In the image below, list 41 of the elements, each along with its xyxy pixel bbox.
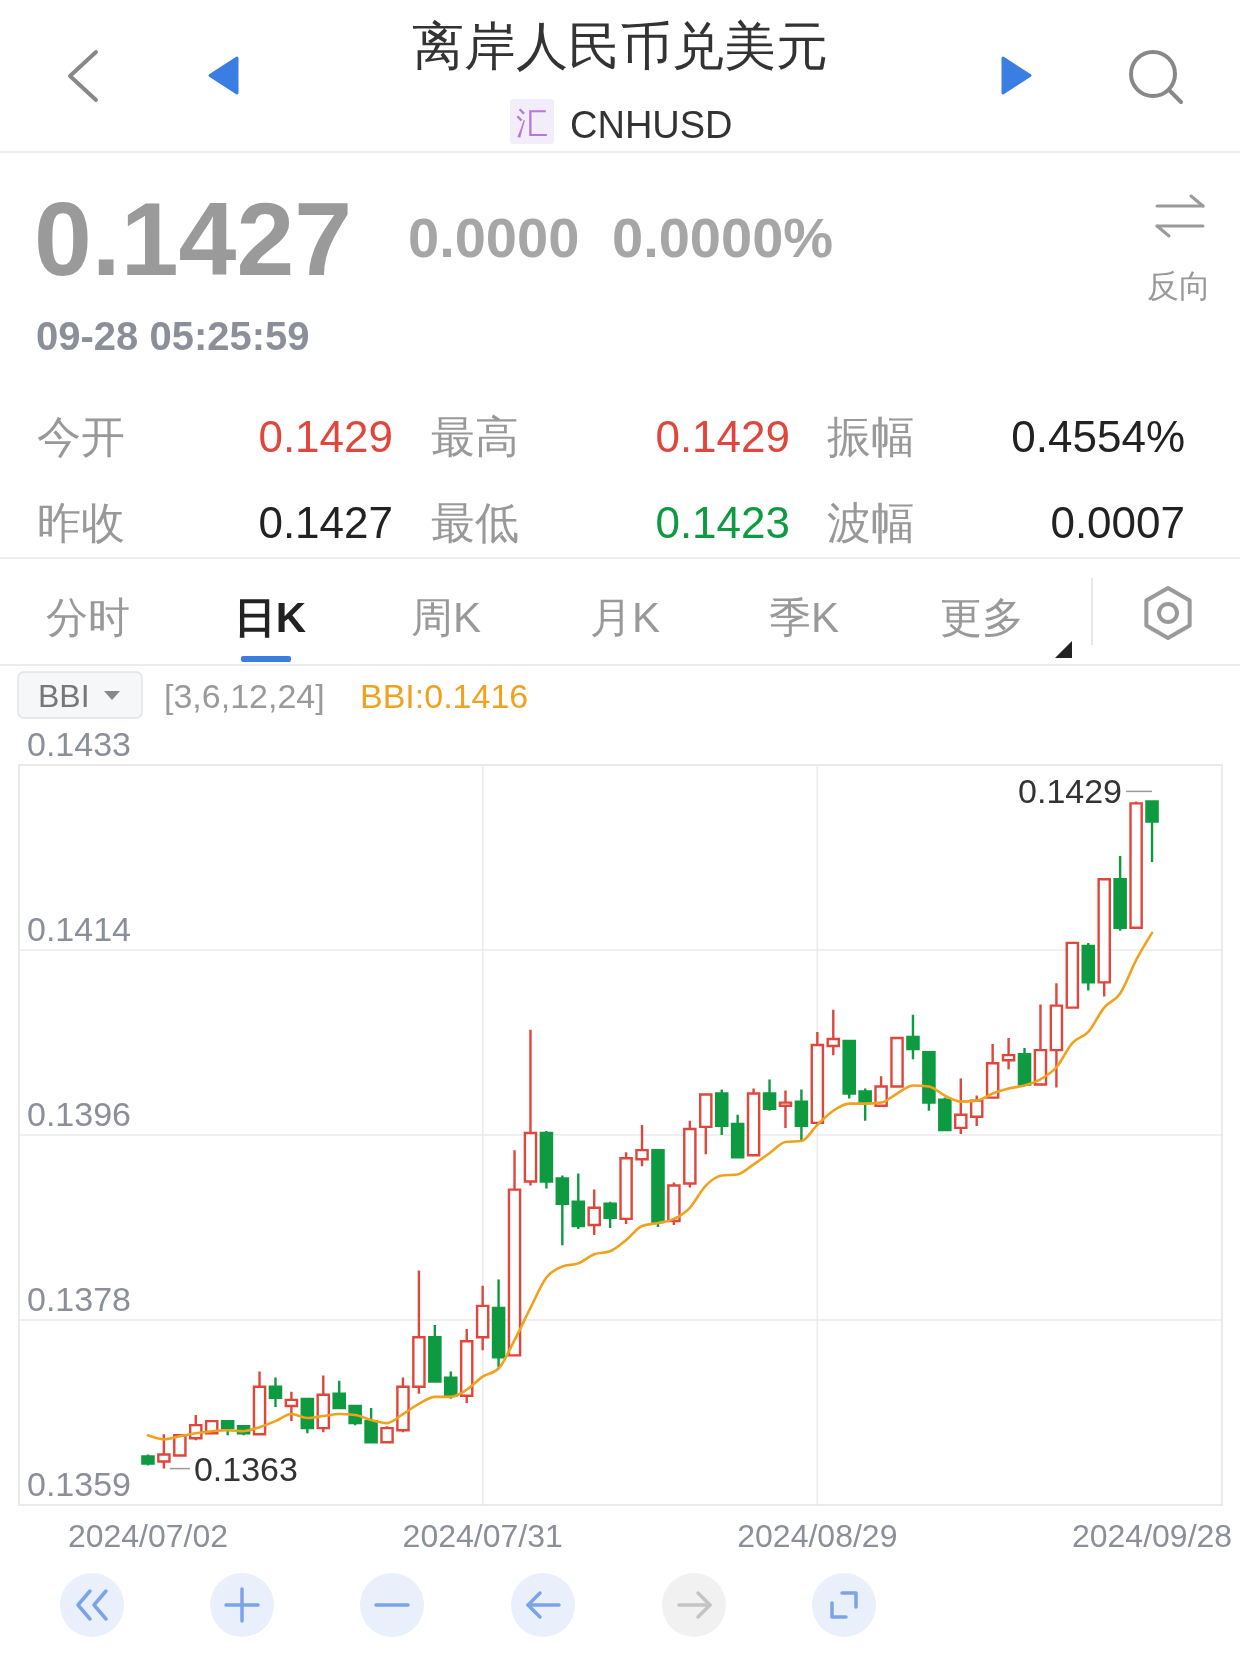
annotation: 0.1429 xyxy=(1018,772,1123,811)
text: 0.1423 xyxy=(655,498,790,547)
annotation: 0.1363 xyxy=(193,1449,298,1488)
text: [3,6,12,24] xyxy=(164,677,325,715)
text: 09-28 05:25:59 xyxy=(36,314,310,358)
text: 汇 xyxy=(516,105,548,141)
text: 振幅 xyxy=(827,412,915,461)
x-tick-label: 2024/08/29 xyxy=(737,1518,898,1554)
x-tick-label: 2024/07/02 xyxy=(67,1518,229,1554)
text: :0.1416 xyxy=(414,677,529,715)
y-tick-label: 0.1433 xyxy=(27,725,131,763)
text: 昨收 xyxy=(37,498,125,547)
text: 0.0000% xyxy=(612,206,834,269)
text: 今开 xyxy=(37,412,125,461)
text: 更多 xyxy=(940,594,1024,641)
y-tick-label: 0.1378 xyxy=(27,1280,131,1318)
text: 0.0000 xyxy=(408,206,580,269)
text: 0.1427 xyxy=(258,498,393,547)
text: 分时 xyxy=(46,594,130,641)
text: 日K xyxy=(233,594,307,641)
x-tick-label: 2024/09/28 xyxy=(1071,1518,1233,1554)
text: BBI xyxy=(38,678,90,714)
text: 0.1427 xyxy=(34,181,353,297)
text: 0.4554% xyxy=(1011,412,1185,461)
text: 反向 xyxy=(1147,268,1211,304)
y-tick-label: 0.1414 xyxy=(27,910,131,948)
text: 0.1429 xyxy=(258,412,393,461)
text: 最高 xyxy=(431,412,519,461)
text: 季K xyxy=(768,594,840,641)
text: 0.1429 xyxy=(655,412,790,461)
y-tick-label: 0.1359 xyxy=(27,1465,131,1503)
text: 月K xyxy=(589,594,661,641)
text: 最低 xyxy=(431,498,519,547)
text: 周K xyxy=(410,594,482,641)
chart-title: 离岸人民币兑美元 xyxy=(412,17,828,75)
text: 0.0007 xyxy=(1050,498,1185,547)
x-tick-label: 2024/07/31 xyxy=(402,1518,563,1554)
text: BBI xyxy=(360,677,415,715)
text: 波幅 xyxy=(827,498,915,547)
y-tick-label: 0.1396 xyxy=(27,1095,131,1133)
chart-subtitle: CNHUSD xyxy=(570,104,733,146)
